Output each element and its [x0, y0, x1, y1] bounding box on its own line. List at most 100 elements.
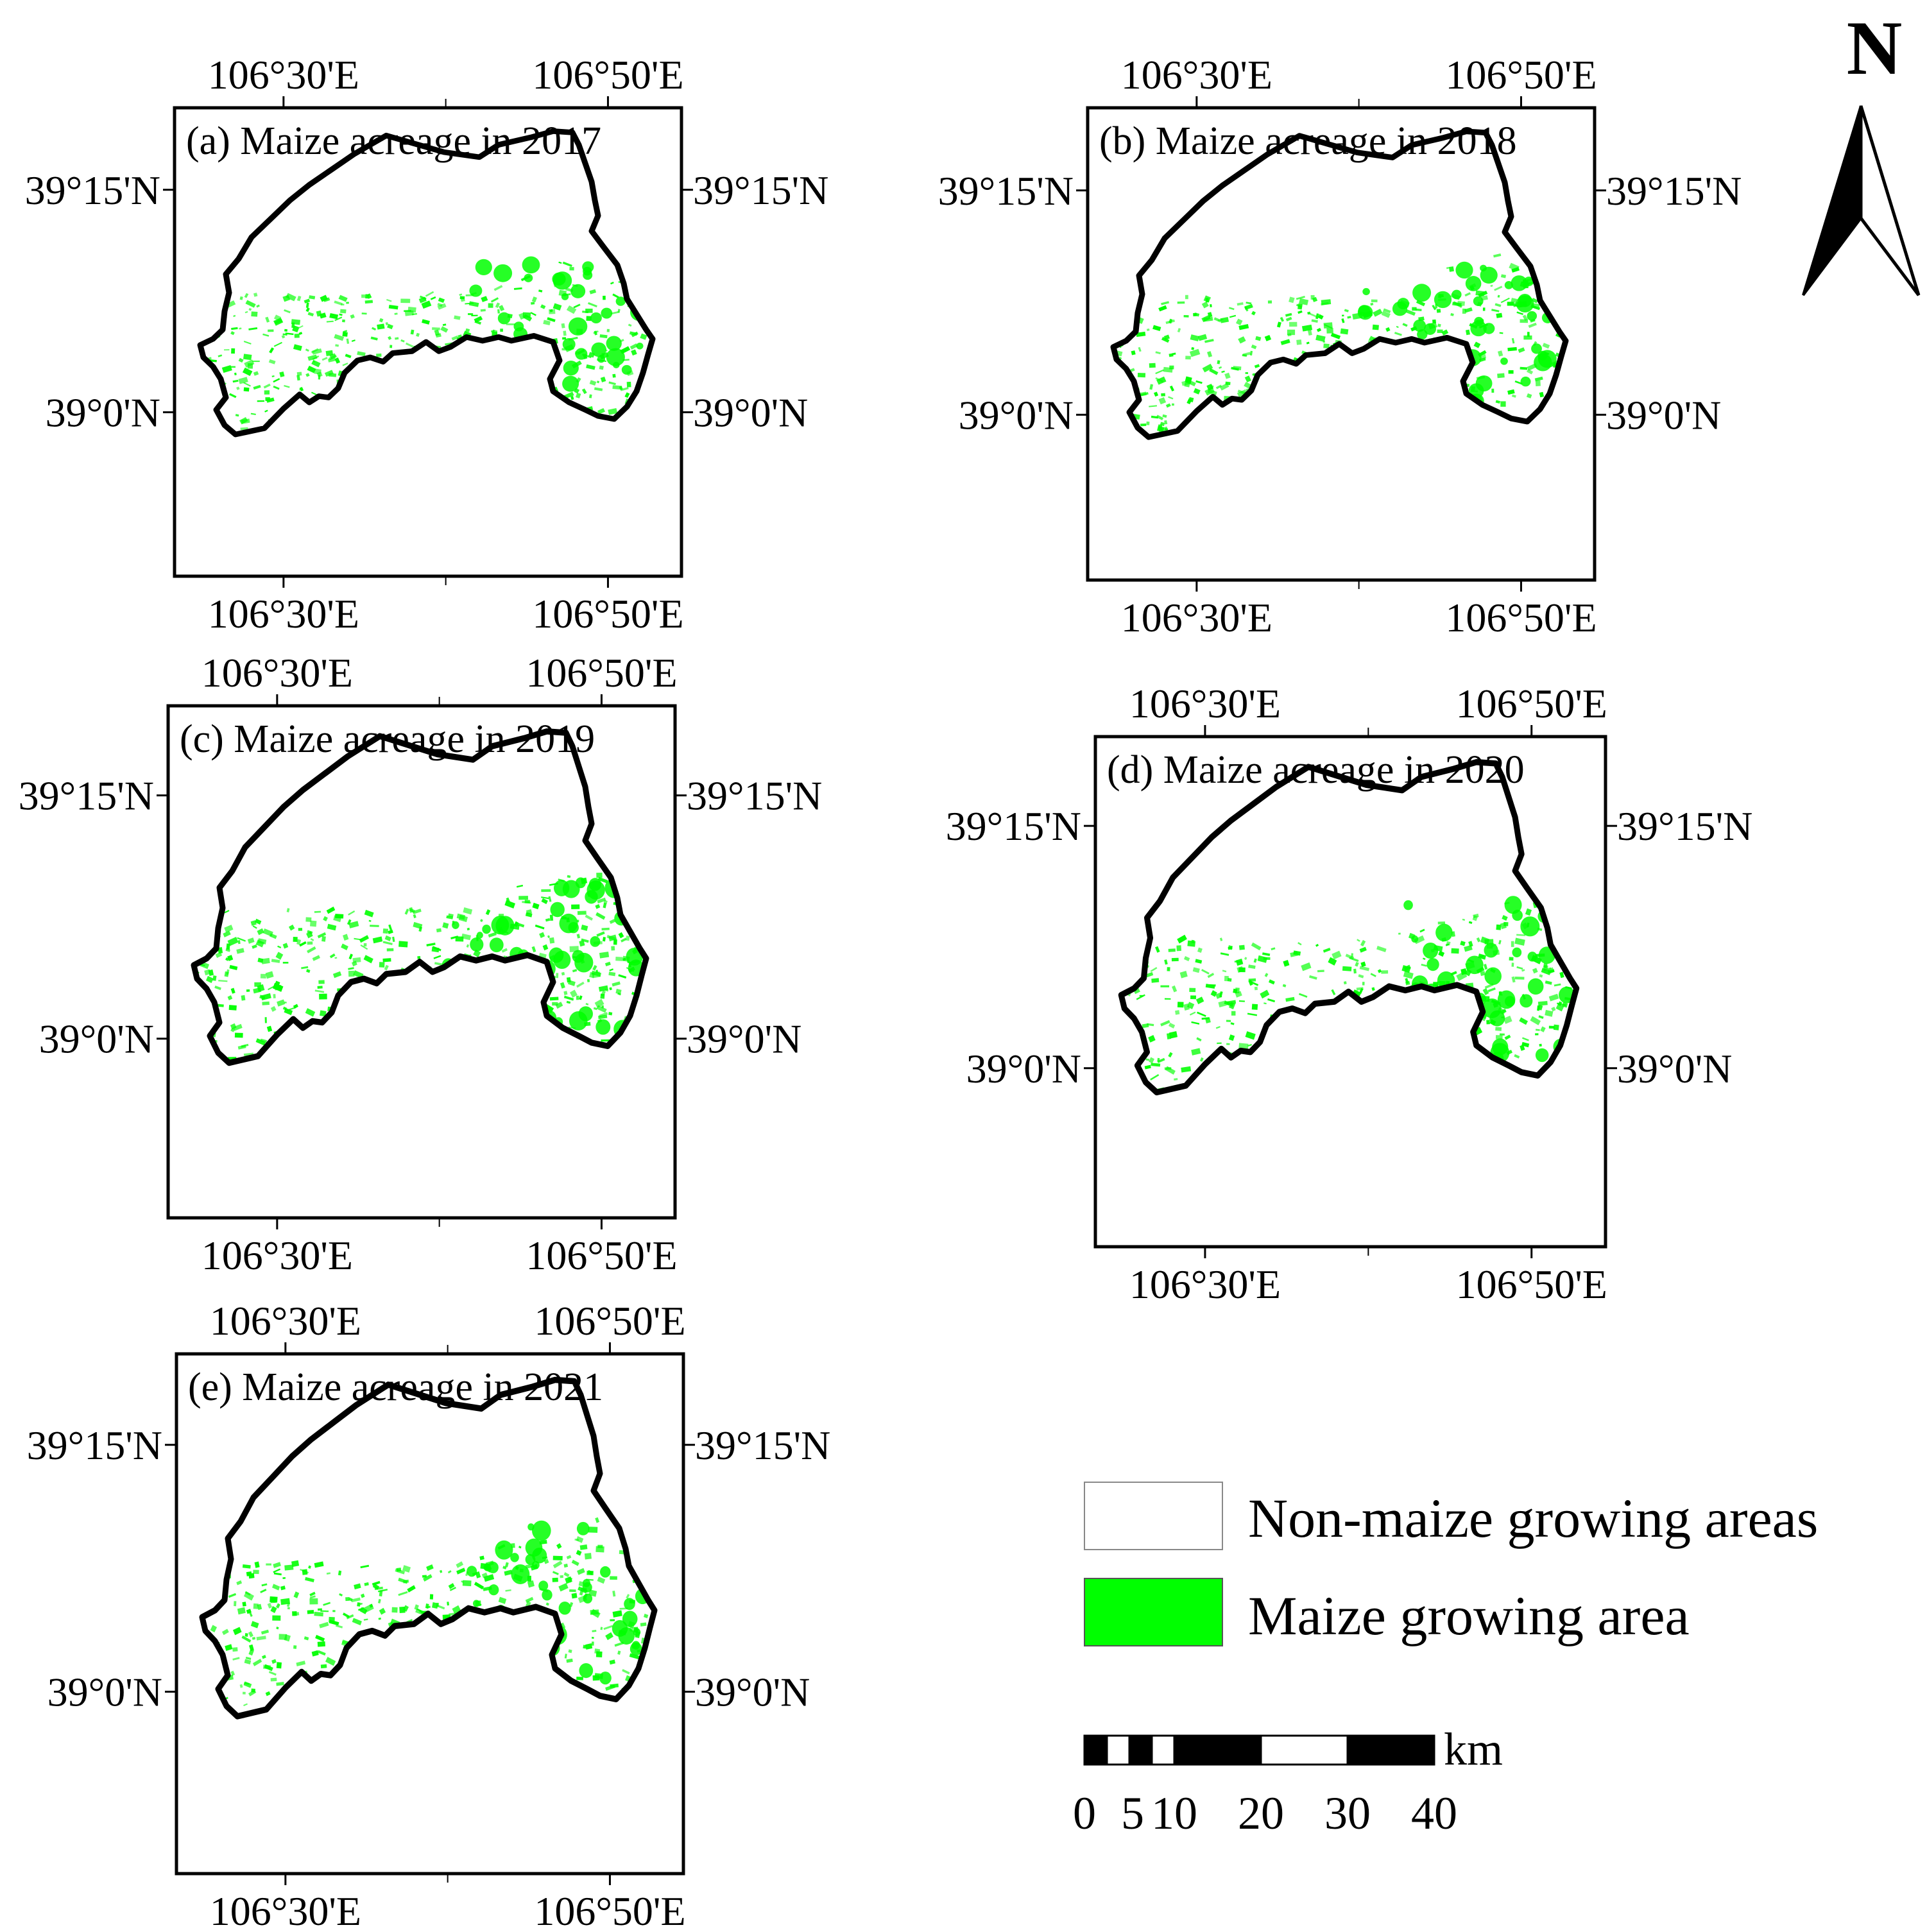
maize-patch — [234, 1601, 237, 1607]
maize-patch — [609, 968, 613, 971]
maize-patch — [293, 1591, 300, 1598]
maize-patch — [1253, 958, 1257, 963]
maize-cluster — [475, 259, 492, 275]
maize-patch — [504, 1569, 513, 1576]
maize-patch — [466, 944, 469, 948]
maize-patch — [605, 1632, 613, 1641]
maize-patch — [1158, 424, 1163, 431]
maize-patch — [1209, 368, 1219, 375]
maize-patch — [1508, 370, 1514, 374]
maize-patch — [377, 323, 385, 330]
maize-patch — [594, 387, 603, 391]
maize-patch — [1251, 311, 1256, 316]
maize-cluster — [563, 360, 579, 376]
maize-patch — [277, 999, 286, 1007]
lat-label-left-bottom: 39°0'N — [39, 1016, 154, 1062]
maize-patch — [260, 1589, 267, 1594]
maize-patch — [571, 1559, 579, 1566]
scale-bar-frame — [1083, 1734, 1435, 1766]
maize-patch — [1511, 394, 1516, 398]
maize-patch — [1396, 325, 1399, 329]
maize-patch — [312, 955, 320, 961]
maize-patch — [1168, 396, 1174, 400]
maize-patch — [371, 327, 377, 331]
maize-patch — [577, 1568, 585, 1575]
maize-patch — [1150, 967, 1158, 973]
maize-patch — [1497, 350, 1503, 357]
maize-patch — [1280, 339, 1290, 345]
maize-patch — [1537, 1000, 1548, 1006]
maize-patch — [298, 325, 304, 329]
maize-patch — [1190, 995, 1196, 1000]
maize-cluster — [1504, 996, 1516, 1007]
maize-patch — [525, 1596, 534, 1603]
maize-patch — [1171, 403, 1175, 406]
maize-cluster — [606, 348, 625, 366]
maize-patch — [409, 908, 416, 914]
maize-patch — [332, 1610, 336, 1612]
maize-patch — [1464, 292, 1471, 297]
maize-patch — [268, 329, 274, 332]
maize-patch — [1144, 1064, 1151, 1070]
maize-patch — [492, 332, 497, 338]
maize-patch — [563, 1572, 570, 1578]
maize-patch — [278, 1634, 287, 1640]
maize-cluster — [1484, 967, 1502, 986]
maize-patch — [625, 935, 630, 941]
maize-patch — [1147, 1023, 1154, 1027]
maize-patch — [589, 289, 597, 295]
maize-patch — [308, 1565, 312, 1569]
maize-patch — [1432, 319, 1437, 324]
maize-patch — [581, 925, 588, 931]
maize-patch — [1486, 1020, 1490, 1025]
maize-patch — [341, 943, 348, 950]
maize-patch — [1217, 360, 1220, 364]
maize-patch — [640, 333, 647, 340]
maize-patch — [1403, 971, 1414, 979]
maize-patch — [608, 381, 616, 386]
maize-patch — [610, 281, 614, 285]
maize-cluster — [1531, 343, 1542, 354]
maize-patch — [252, 925, 257, 929]
north-arrow-label: N — [1847, 5, 1903, 90]
maize-patch — [286, 1602, 291, 1607]
maize-patch — [1238, 323, 1249, 330]
maize-patch — [1160, 1020, 1170, 1027]
scale-tick-5: 5 — [1121, 1788, 1144, 1839]
maize-cluster — [1482, 998, 1502, 1018]
maize-patch — [218, 354, 223, 357]
maize-patch — [1238, 1000, 1245, 1002]
maize-patch — [395, 337, 399, 340]
maize-patch — [231, 348, 236, 354]
maize-patch — [1497, 373, 1505, 379]
maize-cluster — [572, 950, 585, 963]
maize-patch — [613, 939, 617, 945]
maize-patch — [1385, 327, 1391, 332]
maize-patch — [1360, 961, 1366, 968]
maize-patch — [266, 397, 275, 403]
maize-patch — [268, 985, 275, 991]
maize-patch — [1435, 303, 1437, 309]
maize-patch — [1185, 355, 1191, 360]
maize-patch — [609, 919, 616, 924]
maize-patch — [576, 1550, 582, 1556]
maize-patch — [597, 876, 608, 884]
maize-patch — [1285, 312, 1292, 317]
maize-patch — [1377, 969, 1382, 973]
maize-patch — [620, 387, 629, 391]
maize-cluster — [568, 921, 579, 934]
maize-patch — [1499, 1033, 1505, 1036]
maize-patch — [566, 1555, 572, 1560]
maize-patch — [413, 914, 416, 919]
maize-patch — [1251, 942, 1262, 951]
maize-patch — [1215, 1025, 1220, 1029]
maize-patch — [299, 386, 304, 391]
legend-swatch-non-maize — [1084, 1482, 1223, 1550]
maize-patch — [474, 316, 483, 323]
maize-patch — [605, 1684, 615, 1691]
maize-patch — [1532, 968, 1538, 974]
maize-patch — [585, 1003, 589, 1005]
maize-patch — [473, 949, 481, 958]
maize-patch — [541, 896, 549, 900]
